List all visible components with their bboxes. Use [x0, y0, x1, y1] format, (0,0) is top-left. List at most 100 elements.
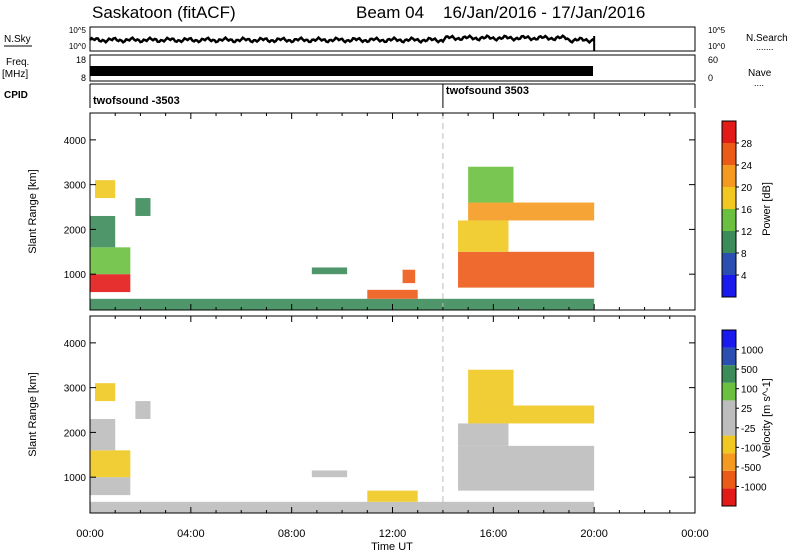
noise-panel: 10^5 10^0 10^5 10^0 [69, 26, 726, 52]
colorbar-segment [722, 187, 736, 209]
velocity-panel: 1000 2000 3000 4000 Slant Range [km] [27, 315, 696, 514]
colorbar-segment [722, 231, 736, 253]
data-cell-region [90, 298, 595, 310]
data-cell-region [90, 501, 595, 513]
x-tick-label: 16:00 [480, 528, 508, 540]
noise-left-tick-bottom: 10^0 [69, 42, 87, 51]
data-cell-region [95, 180, 116, 199]
colorbar-tick-label: 1000 [741, 346, 764, 357]
nave-dots: .... [754, 78, 764, 88]
y-tick-label: 1000 [64, 270, 87, 281]
colorbar-tick-label: -100 [741, 443, 761, 454]
data-cell-region [468, 166, 514, 203]
colorbar-label: Power [dB] [761, 182, 773, 236]
colorbar-label: Velocity [m s^-1] [761, 378, 773, 458]
frequency-trace [90, 66, 593, 76]
data-cell-region [95, 383, 116, 402]
velocity-colorbar: -1000 -500 -100 -25 25 100 500 1000 Velocity [m … [721, 329, 773, 507]
freq-unit-label: [MHz] [2, 69, 28, 80]
y-tick-label: 3000 [64, 384, 87, 395]
data-cell-region [90, 477, 131, 496]
data-cell-region [90, 247, 131, 275]
data-cell-region [458, 251, 595, 288]
data-cell-region [90, 274, 131, 293]
colorbar-segment [722, 330, 736, 348]
y-tick-label: 2000 [64, 428, 87, 439]
colorbar-segment [722, 275, 736, 297]
colorbar-tick-label: -500 [741, 463, 761, 474]
colorbar-tick-label: 500 [741, 365, 758, 376]
colorbar-tick-label: 24 [741, 161, 753, 172]
time-axis: 00:00 04:00 08:00 12:00 16:00 20:00 00:00 [76, 528, 709, 540]
colorbar-segment [722, 121, 736, 143]
colorbar-tick-label: 12 [741, 227, 753, 238]
data-cell-region [90, 450, 131, 478]
colorbar-segment [722, 470, 736, 489]
x-axis-label: Time UT [371, 541, 413, 553]
data-cell-region [90, 215, 116, 248]
colorbar-segment [722, 143, 736, 165]
colorbar-segment [722, 253, 736, 275]
data-cell-region [468, 369, 514, 406]
x-tick-label: 12:00 [379, 528, 407, 540]
cpid-panel: twofsound -3503 twofsound 3503 [89, 83, 696, 108]
noise-left-tick-top: 10^5 [69, 26, 87, 35]
freq-right-tick-top: 60 [708, 55, 718, 65]
cpid-segment-label: twofsound -3503 [93, 95, 180, 107]
colorbar-tick-label: 4 [741, 271, 747, 282]
colorbar-segment [722, 418, 736, 436]
colorbar-segment [722, 435, 736, 454]
data-cell-region [311, 470, 348, 478]
data-cell-region [367, 289, 418, 299]
y-tick-label: 2000 [64, 225, 87, 236]
y-tick-label: 1000 [64, 473, 87, 484]
data-cell-region [468, 202, 595, 221]
beam-label: Beam 04 [356, 3, 424, 22]
cpid-segment-label: twofsound 3503 [446, 85, 529, 97]
colorbar-segment [722, 488, 736, 506]
x-tick-label: 08:00 [278, 528, 306, 540]
data-cell-region [402, 269, 416, 284]
data-cell-region [135, 401, 151, 419]
y-tick-label: 3000 [64, 181, 87, 192]
y-axis-label: Slant Range [km] [27, 169, 39, 253]
y-tick-label: 4000 [64, 136, 87, 147]
colorbar-segment [722, 347, 736, 366]
data-cell-region [468, 405, 595, 424]
noise-right-tick-top: 10^5 [708, 26, 726, 35]
freq-left-tick-top: 18 [76, 55, 86, 65]
colorbar-segment [722, 453, 736, 471]
data-cell-region [458, 445, 595, 491]
power-colorbar: 4 8 12 16 20 24 28 Power [dB] [721, 120, 773, 298]
y-tick-label: 4000 [64, 339, 87, 350]
nsky-label: N.Sky [4, 34, 31, 45]
colorbar-tick-label: 20 [741, 183, 753, 194]
x-tick-label: 04:00 [177, 528, 205, 540]
noise-right-tick-bottom: 10^0 [708, 42, 726, 51]
colorbar-tick-label: 8 [741, 249, 747, 260]
colorbar-tick-label: 100 [741, 385, 758, 396]
colorbar-segment [722, 382, 736, 401]
data-cell-region [367, 490, 418, 502]
freq-left-tick-bottom: 8 [81, 73, 86, 83]
y-axis-label: Slant Range [km] [27, 372, 39, 456]
x-tick-label: 00:00 [76, 528, 104, 540]
noise-trace [89, 34, 596, 51]
nsearch-dots: ....... [756, 42, 774, 52]
colorbar-segment [722, 165, 736, 187]
colorbar-segment [722, 209, 736, 231]
data-cell-region [458, 220, 509, 252]
x-tick-label: 00:00 [681, 528, 709, 540]
colorbar-segment [722, 400, 736, 418]
nave-label: Nave [748, 68, 772, 79]
frequency-panel: 18 8 60 0 [76, 54, 718, 83]
colorbar-tick-label: 25 [741, 404, 753, 415]
data-cell-region [311, 267, 348, 275]
colorbar-tick-label: 16 [741, 205, 753, 216]
data-cell-region [458, 423, 509, 446]
data-cell-region [90, 418, 116, 451]
x-tick-label: 20:00 [580, 528, 608, 540]
freq-right-tick-bottom: 0 [708, 73, 713, 83]
colorbar-tick-label: -25 [741, 424, 756, 435]
